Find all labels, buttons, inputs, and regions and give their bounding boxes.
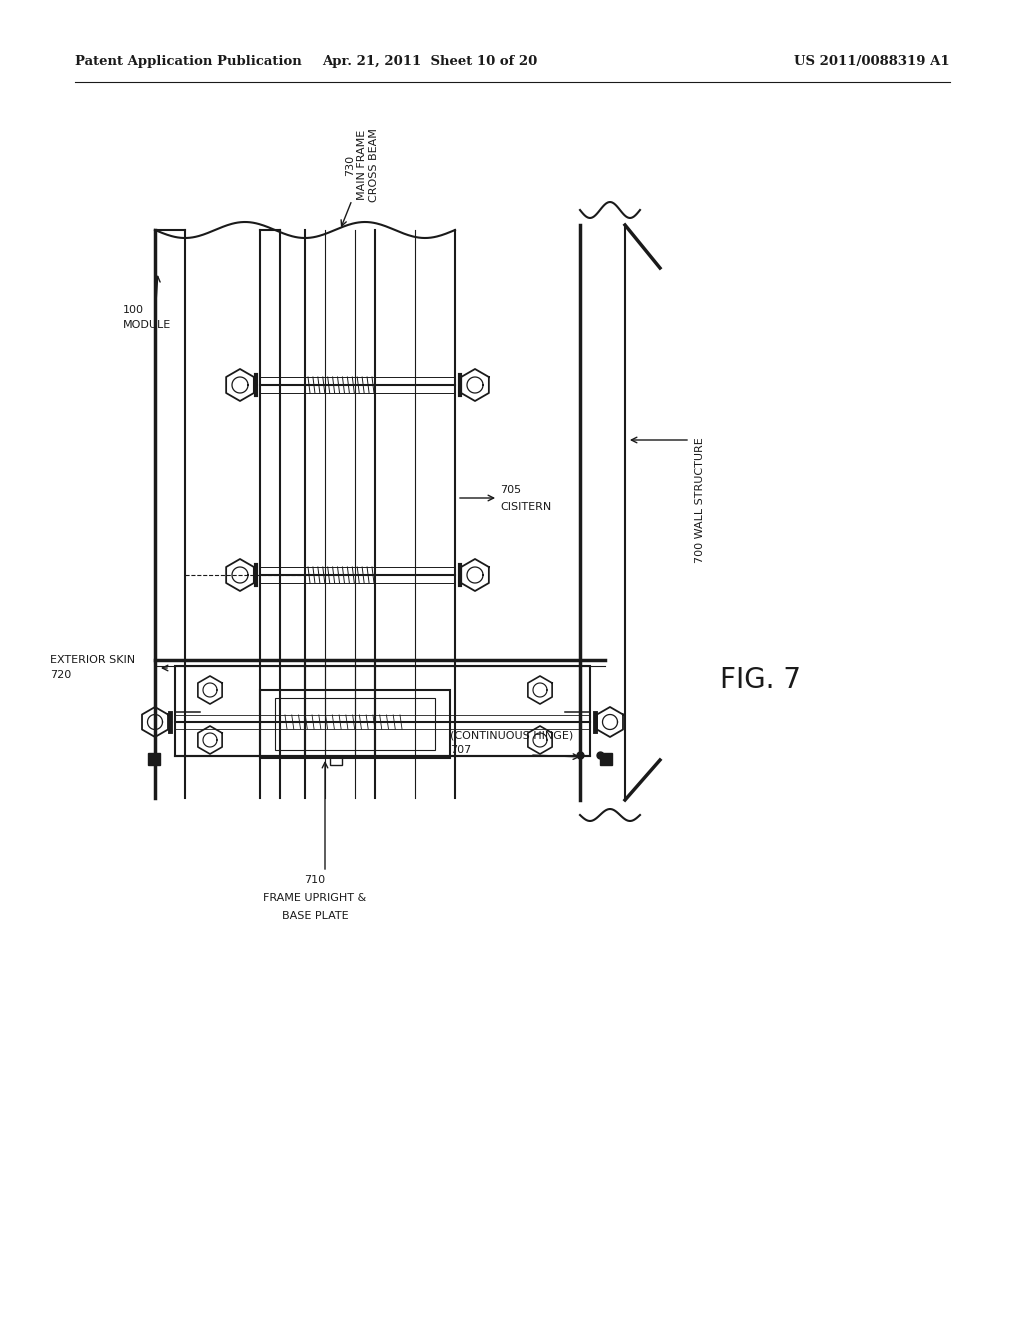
Text: 100: 100	[123, 305, 144, 315]
Text: 710: 710	[304, 875, 326, 884]
Text: Patent Application Publication: Patent Application Publication	[75, 55, 302, 69]
Text: (CONTINUOUS HINGE): (CONTINUOUS HINGE)	[450, 730, 573, 741]
Text: EXTERIOR SKIN: EXTERIOR SKIN	[50, 655, 135, 665]
Text: 730: 730	[345, 154, 355, 176]
Bar	[330, 756, 342, 766]
Text: Apr. 21, 2011  Sheet 10 of 20: Apr. 21, 2011 Sheet 10 of 20	[323, 55, 538, 69]
Text: US 2011/0088319 A1: US 2011/0088319 A1	[795, 55, 950, 69]
Text: 707: 707	[450, 744, 471, 755]
Text: BASE PLATE: BASE PLATE	[282, 911, 348, 921]
Bar	[148, 752, 160, 766]
Text: FIG. 7: FIG. 7	[720, 667, 801, 694]
Bar	[175, 667, 590, 756]
Text: MODULE: MODULE	[123, 319, 171, 330]
Text: MAIN FRAME: MAIN FRAME	[357, 129, 367, 201]
Text: 700 WALL STRUCTURE: 700 WALL STRUCTURE	[695, 437, 705, 562]
Bar	[260, 690, 450, 758]
Bar	[275, 698, 435, 750]
Text: 705: 705	[500, 484, 521, 495]
Text: CISITERN: CISITERN	[500, 502, 551, 512]
Bar	[600, 752, 612, 766]
Text: FRAME UPRIGHT &: FRAME UPRIGHT &	[263, 894, 367, 903]
Text: CROSS BEAM: CROSS BEAM	[369, 128, 379, 202]
Text: 720: 720	[50, 671, 72, 680]
